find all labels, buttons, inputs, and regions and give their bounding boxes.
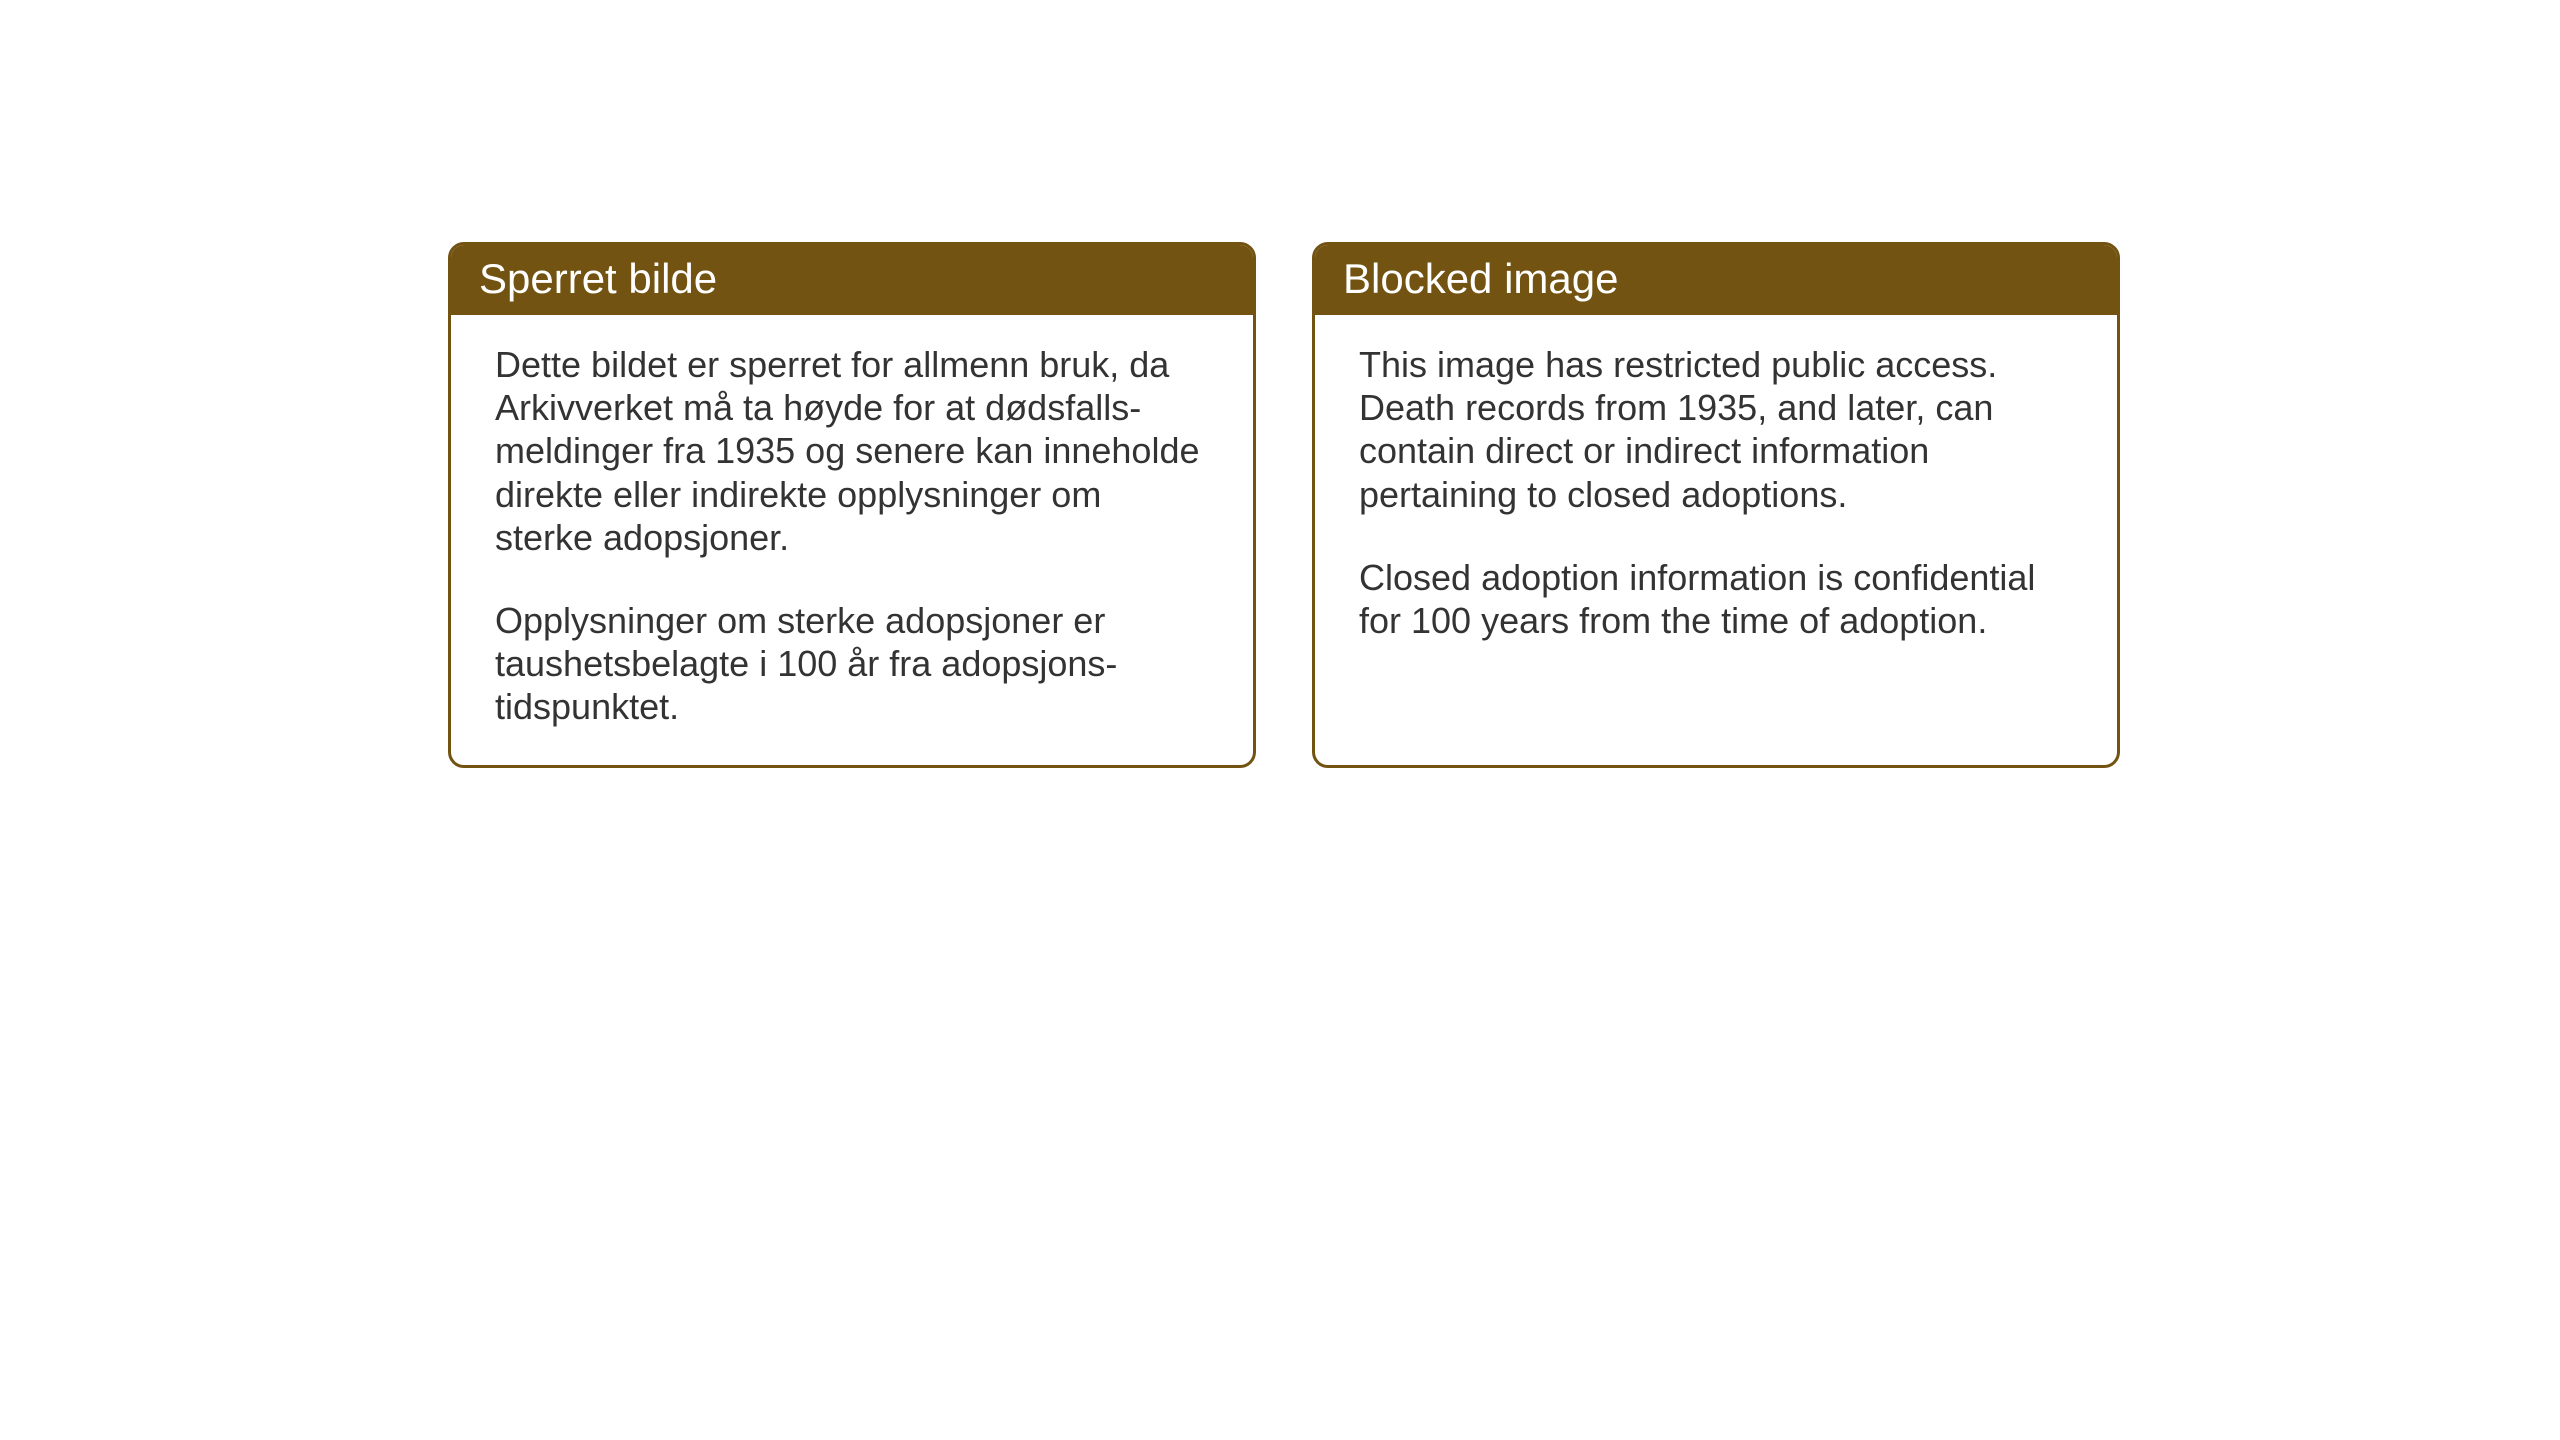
notice-paragraph-2-english: Closed adoption information is confident… [1359, 556, 2073, 642]
notice-title-english: Blocked image [1343, 255, 1618, 302]
notice-body-norwegian: Dette bildet er sperret for allmenn bruk… [451, 315, 1253, 765]
notice-container: Sperret bilde Dette bildet er sperret fo… [448, 242, 2120, 768]
notice-card-norwegian: Sperret bilde Dette bildet er sperret fo… [448, 242, 1256, 768]
notice-header-english: Blocked image [1315, 245, 2117, 315]
notice-title-norwegian: Sperret bilde [479, 255, 717, 302]
notice-paragraph-1-english: This image has restricted public access.… [1359, 343, 2073, 516]
notice-paragraph-1-norwegian: Dette bildet er sperret for allmenn bruk… [495, 343, 1209, 559]
notice-card-english: Blocked image This image has restricted … [1312, 242, 2120, 768]
notice-body-english: This image has restricted public access.… [1315, 315, 2117, 678]
notice-header-norwegian: Sperret bilde [451, 245, 1253, 315]
notice-paragraph-2-norwegian: Opplysninger om sterke adopsjoner er tau… [495, 599, 1209, 729]
